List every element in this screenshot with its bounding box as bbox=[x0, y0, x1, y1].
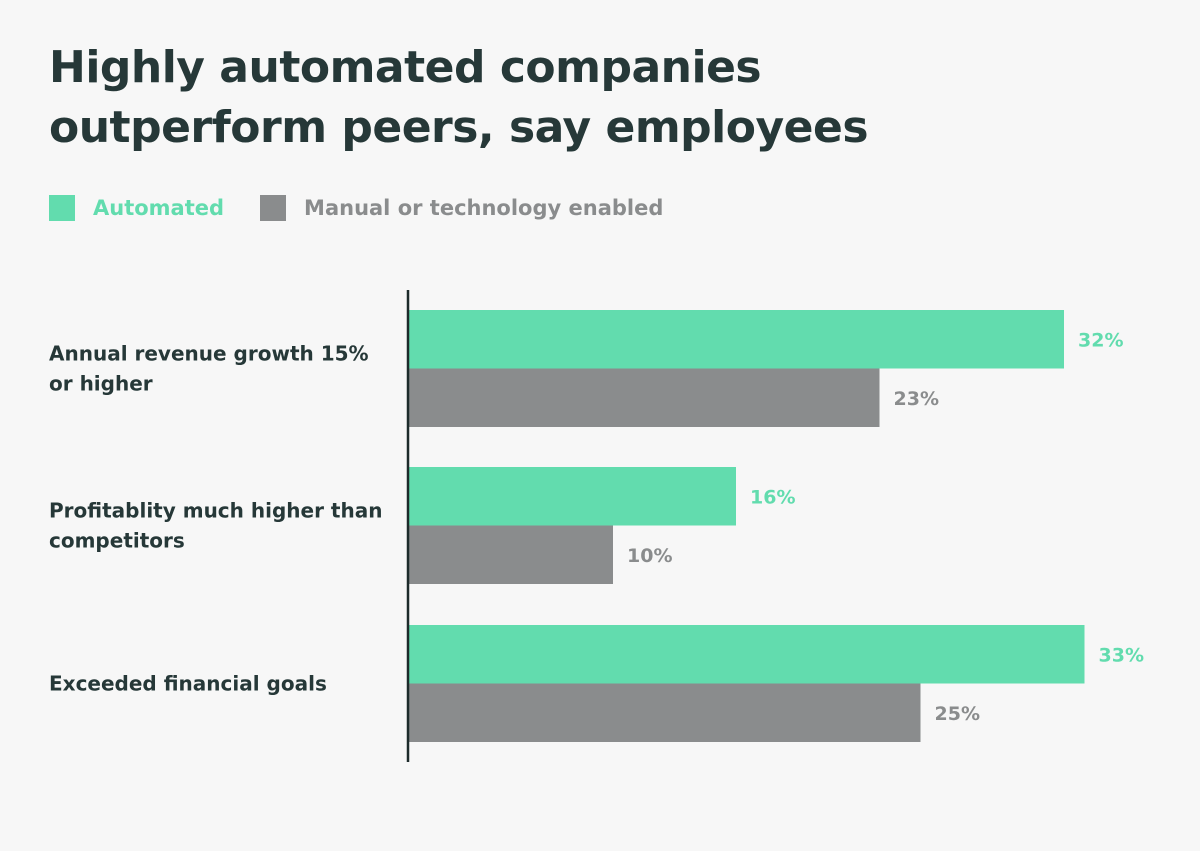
legend-item-automated: Automated bbox=[49, 195, 224, 221]
bar-automated bbox=[408, 467, 736, 526]
data-label: 10% bbox=[627, 545, 672, 567]
legend-item-manual: Manual or technology enabled bbox=[260, 195, 663, 221]
category-label: Annual revenue growth 15% or higher bbox=[49, 342, 369, 396]
data-label: 33% bbox=[1099, 644, 1144, 666]
legend-label-manual: Manual or technology enabled bbox=[304, 196, 664, 220]
legend-swatch-manual bbox=[260, 195, 287, 221]
data-label: 32% bbox=[1078, 329, 1123, 351]
bar-manual bbox=[408, 683, 921, 742]
chart-title: Highly automated companies outperform pe… bbox=[49, 42, 869, 153]
bar-automated bbox=[408, 625, 1085, 684]
bar-manual bbox=[408, 368, 880, 427]
category-label: Profitablity much higher than competitors bbox=[49, 499, 382, 553]
bar-manual bbox=[408, 525, 613, 584]
legend-label-automated: Automated bbox=[93, 196, 225, 220]
category-label: Exceeded financial goals bbox=[49, 672, 327, 696]
data-label: 16% bbox=[750, 486, 795, 508]
data-label: 23% bbox=[894, 388, 939, 410]
bar-automated bbox=[408, 310, 1064, 369]
legend: Automated Manual or technology enabled bbox=[49, 195, 699, 221]
legend-swatch-automated bbox=[49, 195, 75, 221]
data-label: 25% bbox=[935, 703, 980, 725]
